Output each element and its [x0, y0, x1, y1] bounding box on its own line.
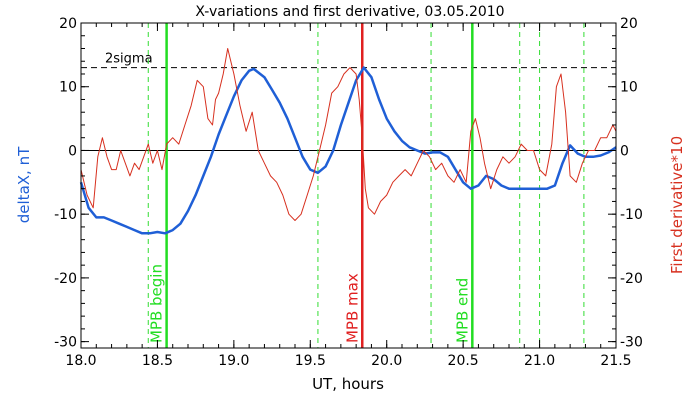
series-line-derivative: [80, 48, 617, 221]
x-tick-label: 18.5: [142, 353, 173, 369]
y-tick-label-left: -20: [54, 271, 77, 287]
vline-label-0: MPB begin: [148, 264, 166, 343]
y-tick-label-right: 10: [620, 80, 638, 96]
x-tick-label: 18.0: [65, 353, 96, 369]
vline-label-2: MPB end: [453, 278, 471, 343]
y-tick-label-right: -20: [620, 271, 643, 287]
series-line-deltaX: [79, 66, 617, 235]
y-tick-label-right: -10: [620, 207, 643, 223]
x-tick-label: 19.0: [218, 353, 249, 369]
y-tick-label-left: 0: [68, 143, 77, 159]
y-axis-left-title: deltaX, nT: [15, 146, 33, 223]
chart-title: X-variations and first derivative, 03.05…: [195, 4, 504, 20]
y-tick-label-right: -30: [620, 335, 643, 351]
plot-area: 2sigma MPB begin MPB max MPB end 18.0 18.5 19.…: [54, 16, 643, 369]
x-tick-label: 21.5: [600, 353, 631, 369]
y-axis-right-title: First derivative*10: [668, 136, 686, 274]
plot-frame: [80, 22, 617, 349]
y-tick-label-left: 20: [59, 16, 77, 32]
y-tick-label-right: 0: [620, 143, 629, 159]
x-axis-title: UT, hours: [312, 375, 384, 393]
y-tick-label-left: -30: [54, 335, 77, 351]
x-tick-label: 19.5: [295, 353, 326, 369]
y-tick-label-left: -10: [54, 207, 77, 223]
x-tick-label: 20.5: [448, 353, 479, 369]
x-tick-label: 20.0: [371, 353, 402, 369]
x-tick-label: 21.0: [524, 353, 555, 369]
threshold-label: 2sigma: [105, 52, 153, 67]
y-tick-label-left: 10: [59, 80, 77, 96]
y-tick-label-right: 20: [620, 16, 638, 32]
vline-label-1: MPB max: [343, 273, 361, 343]
